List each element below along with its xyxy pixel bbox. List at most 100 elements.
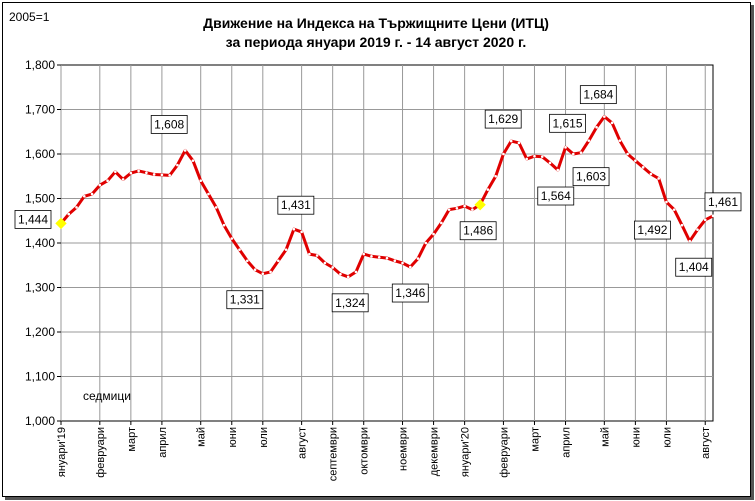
- data-point: [137, 169, 140, 173]
- data-label-text: 1,608: [154, 117, 184, 131]
- data-point: [152, 173, 156, 176]
- data-label-box: [459, 221, 497, 241]
- data-label-text: 1,331: [230, 293, 260, 307]
- data-label-box: [572, 167, 610, 187]
- data-label: 1,492: [634, 220, 671, 240]
- data-point: [121, 178, 125, 181]
- data-label-text: 1,461: [708, 195, 738, 209]
- y-tick-label: 1,300: [25, 281, 55, 295]
- data-label-box: [537, 186, 575, 206]
- data-point: [145, 171, 148, 174]
- data-point: [610, 121, 614, 125]
- data-point: [238, 248, 241, 251]
- x-tick-label: юни: [630, 427, 642, 447]
- data-point: [277, 259, 280, 263]
- data-label-box: [226, 290, 264, 310]
- data-label: 1,684: [579, 85, 617, 105]
- data-point: [106, 179, 109, 182]
- data-point: [362, 252, 366, 256]
- x-axis-label: седмици: [83, 389, 131, 403]
- data-labels: 1,444 1,608 1,331 1,431 1,324 1,346 1,486 1,629…: [14, 85, 742, 313]
- x-axis: януари'19 февруари март април май юни юли авгус…: [56, 421, 712, 481]
- y-tick-label: 1,600: [25, 147, 55, 161]
- data-point: [191, 159, 195, 162]
- data-point: [401, 261, 404, 265]
- data-label: 1,564: [537, 186, 575, 206]
- data-label-box: [277, 195, 315, 215]
- data-point: [703, 218, 707, 222]
- data-point: [214, 206, 218, 209]
- data-point: [408, 265, 412, 269]
- data-point: [370, 255, 373, 258]
- data-point: [556, 168, 560, 172]
- data-point: [230, 237, 234, 240]
- data-point: [665, 200, 668, 204]
- data-label-text: 1,684: [583, 88, 613, 102]
- data-point: [98, 183, 102, 187]
- data-point: [595, 126, 598, 129]
- data-label: 1,603: [572, 167, 610, 187]
- x-tick-label: април: [157, 427, 169, 458]
- data-point: [603, 115, 606, 118]
- data-point: [494, 174, 497, 178]
- data-label-box: [331, 293, 369, 313]
- highlight-marker: [55, 217, 67, 230]
- data-label-text: 1,603: [576, 170, 606, 184]
- data-label-box: [549, 113, 586, 133]
- data-point: [245, 259, 249, 263]
- data-label-box: [704, 192, 742, 212]
- data-point: [688, 239, 692, 243]
- y-axis: 1,000 1,100 1,200 1,300 1,400 1,500 1,600 1,700…: [25, 58, 61, 428]
- y-tick-label: 1,200: [25, 325, 55, 339]
- data-point: [564, 146, 567, 149]
- data-point: [269, 270, 272, 274]
- data-point: [176, 163, 179, 167]
- data-label-text: 1,324: [335, 296, 365, 310]
- data-point: [90, 192, 94, 196]
- data-label-text: 1,486: [463, 224, 493, 238]
- data-point: [339, 272, 342, 276]
- x-tick-label: юли: [258, 427, 270, 448]
- data-point: [377, 255, 381, 259]
- data-point: [168, 174, 171, 177]
- data-point: [292, 227, 296, 231]
- data-point: [82, 194, 86, 198]
- data-point: [183, 149, 187, 152]
- data-label-text: 1,431: [281, 198, 311, 212]
- x-tick-label: март: [126, 427, 138, 452]
- data-label-text: 1,492: [637, 223, 667, 237]
- data-point: [533, 154, 536, 158]
- data-point: [672, 208, 676, 211]
- chart-subtitle: за периода януари 2019 г. - 14 август 20…: [226, 34, 527, 50]
- data-point: [308, 252, 311, 256]
- data-label-text: 1,615: [553, 116, 583, 130]
- data-label-text: 1,564: [541, 189, 571, 203]
- data-point: [634, 159, 637, 162]
- data-point: [502, 152, 505, 156]
- data-point: [587, 139, 591, 142]
- data-point: [657, 177, 660, 180]
- chart-title: Движение на Индекса на Тържищните Цени (…: [203, 15, 549, 31]
- data-point: [618, 139, 622, 142]
- data-point: [67, 212, 71, 216]
- data-point: [284, 248, 288, 251]
- data-point: [160, 173, 164, 177]
- data-point: [323, 261, 327, 265]
- data-point: [626, 152, 629, 156]
- x-tick-label: юли: [661, 427, 673, 448]
- y-tick-label: 1,000: [25, 414, 55, 428]
- data-point: [331, 266, 334, 269]
- y-tick-label: 1,100: [25, 370, 55, 384]
- y-tick-label: 1,700: [25, 103, 55, 117]
- data-point: [75, 206, 78, 209]
- x-tick-label: февруари: [498, 427, 510, 478]
- data-label: 1,404: [675, 257, 713, 277]
- data-point: [517, 141, 521, 145]
- data-label-box: [150, 115, 188, 134]
- y-tick-label: 1,400: [25, 236, 55, 250]
- data-point: [649, 172, 653, 176]
- data-label: 1,608: [150, 115, 188, 134]
- data-label: 1,486: [459, 221, 497, 241]
- x-tick-label: август: [297, 427, 309, 459]
